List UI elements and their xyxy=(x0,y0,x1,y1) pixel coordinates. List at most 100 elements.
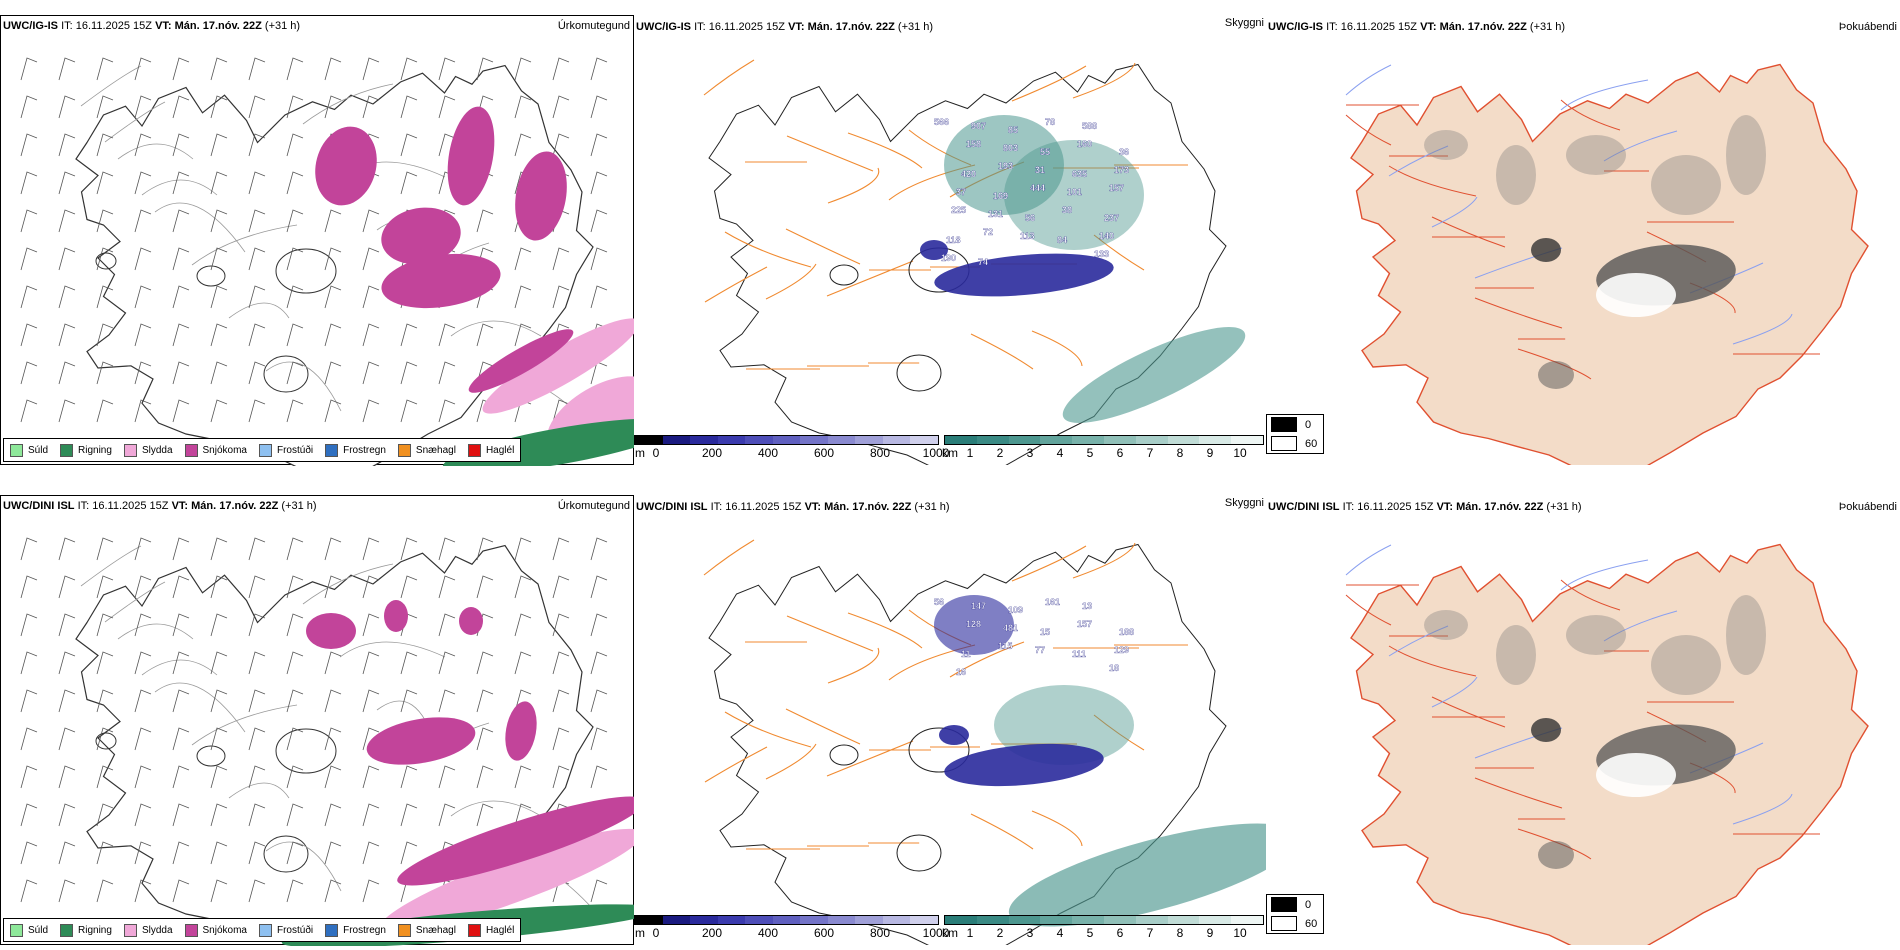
legend-item: Rigning xyxy=(60,443,112,457)
wind-barb xyxy=(96,803,114,827)
colorbar-tick: 10 xyxy=(1233,926,1247,940)
glacier-outline xyxy=(196,265,226,287)
road-line xyxy=(786,135,874,172)
sleet-area xyxy=(379,828,635,934)
wind-barb xyxy=(476,209,494,233)
colorbar-bin xyxy=(945,916,977,924)
colorbar-bin xyxy=(882,436,911,444)
wind-barb xyxy=(324,323,342,347)
wind-barb xyxy=(514,57,532,81)
visibility-value-label: 157 xyxy=(1109,183,1124,193)
wind-barb xyxy=(210,361,228,385)
colorbar-bin xyxy=(855,916,883,924)
visibility-value-label: 101 xyxy=(1067,187,1082,197)
wind-barb xyxy=(286,171,304,195)
wind-barb xyxy=(514,575,532,599)
visibility-value-label: 193 xyxy=(998,161,1013,171)
wind-barb xyxy=(134,133,152,157)
colorbar-tick: 7 xyxy=(1146,446,1154,460)
road-line xyxy=(141,659,218,676)
wind-barb xyxy=(96,537,114,561)
visibility-value-label: 225 xyxy=(951,205,966,215)
glacier-outline xyxy=(908,727,970,773)
low-visibility-area xyxy=(1062,327,1246,423)
colorbar-bin xyxy=(976,916,1009,924)
wind-barb xyxy=(362,361,380,385)
glacier-outline xyxy=(95,732,117,750)
wind-barb xyxy=(210,133,228,157)
wind-barb xyxy=(134,879,152,903)
wind-barb xyxy=(590,95,608,119)
legend-swatch xyxy=(10,443,23,457)
colorbar-tick: 6 xyxy=(1116,446,1124,460)
legend-swatch xyxy=(397,443,411,457)
wind-barb xyxy=(210,247,228,271)
colorbar-bin xyxy=(690,436,718,444)
colorbar-tick: 3 xyxy=(1026,926,1034,940)
wind-barb xyxy=(248,399,266,423)
wind-barb xyxy=(438,57,456,81)
glacier-outline xyxy=(896,834,942,872)
colorbar-bin xyxy=(690,916,718,924)
road-line xyxy=(1560,579,1621,611)
wind-barb xyxy=(476,651,494,675)
road-line xyxy=(724,231,812,268)
wind-barb xyxy=(20,727,38,751)
wind-barb xyxy=(172,95,190,119)
visibility-value-label: 15 xyxy=(1040,627,1050,637)
wind-barb xyxy=(172,803,190,827)
snow-area xyxy=(381,207,461,265)
snow-area xyxy=(315,126,377,206)
colorbar-unit: m xyxy=(635,446,645,460)
wind-barb xyxy=(134,209,152,233)
snow-area xyxy=(459,607,483,635)
colorbar-bin xyxy=(745,436,773,444)
colorbar-bin xyxy=(662,436,691,444)
road-line xyxy=(1560,99,1621,131)
colorbar-bin xyxy=(1072,436,1104,444)
road-line xyxy=(117,143,194,160)
coastline xyxy=(708,543,1227,945)
wind-barb xyxy=(400,841,418,865)
wind-barb xyxy=(590,689,608,713)
colorbar-bin xyxy=(662,916,691,924)
legend-item: Frostregn xyxy=(325,923,386,937)
road-line xyxy=(785,228,861,265)
road-line xyxy=(1560,79,1649,111)
legend-item: Snæhagl xyxy=(397,923,456,937)
colorbar-bin xyxy=(1231,436,1263,444)
wind-barb xyxy=(58,575,76,599)
wind-barb xyxy=(248,133,266,157)
road-line xyxy=(228,302,290,319)
wind-barb xyxy=(210,841,228,865)
colorbar-bin xyxy=(745,916,773,924)
wind-barb xyxy=(324,765,342,789)
colorbar-bin xyxy=(1167,436,1200,444)
wind-barb xyxy=(476,323,494,347)
wind-barb xyxy=(248,575,266,599)
colorbar-tick: 200 xyxy=(701,446,723,460)
legend-item: Snæhagl xyxy=(397,443,456,457)
wind-barb xyxy=(172,323,190,347)
wind-barb xyxy=(286,803,304,827)
wind-barb xyxy=(58,613,76,637)
road-line xyxy=(450,800,542,817)
colorbar-tick: 600 xyxy=(813,926,835,940)
colorbar-strip xyxy=(944,915,1264,925)
wind-barb xyxy=(590,57,608,81)
wind-barb xyxy=(96,209,114,233)
wind-barb xyxy=(286,727,304,751)
wind-barb xyxy=(362,537,380,561)
wind-barb xyxy=(362,613,380,637)
fog-map-bottom xyxy=(1345,543,1869,945)
legend-item: Haglél xyxy=(467,923,514,937)
wind-barb xyxy=(324,57,342,81)
legend-item: Slydda xyxy=(123,923,173,937)
ceiling-colorbar: m 0 200 400 600 800 1000 xyxy=(634,915,949,940)
colorbar-bin xyxy=(945,436,977,444)
wind-barb xyxy=(514,133,532,157)
legend-item: Haglél xyxy=(467,443,514,457)
glacier-outline xyxy=(829,264,859,286)
visibility-value-label: 18 xyxy=(1109,663,1119,673)
wind-barb xyxy=(210,399,228,423)
